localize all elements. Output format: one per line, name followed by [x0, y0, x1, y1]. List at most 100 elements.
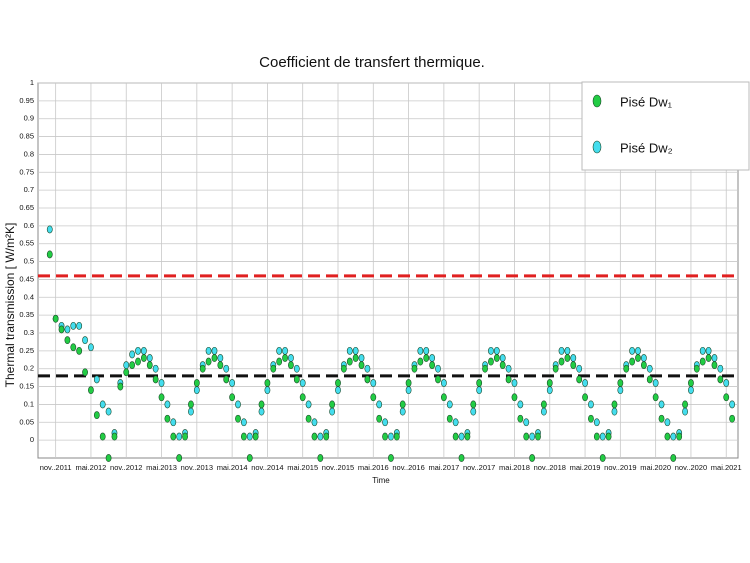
data-point — [76, 346, 83, 355]
data-point — [158, 379, 165, 387]
data-point — [229, 393, 236, 402]
data-point — [70, 343, 77, 352]
data-point — [340, 364, 347, 373]
data-point — [46, 225, 53, 234]
x-tick-label: nov..2020 — [675, 463, 707, 472]
data-point — [99, 400, 106, 409]
data-point — [629, 346, 636, 355]
data-point — [617, 379, 624, 387]
data-point — [282, 346, 288, 355]
data-point — [688, 386, 694, 395]
data-point — [129, 361, 136, 370]
x-tick-label: nov..2016 — [392, 463, 424, 472]
data-point — [258, 407, 265, 416]
legend-box — [581, 81, 750, 171]
data-point — [123, 361, 130, 370]
data-point — [235, 414, 241, 423]
y-tick-label: 0.15 — [19, 382, 34, 391]
data-point — [540, 400, 547, 409]
data-point — [729, 400, 736, 409]
data-point — [346, 357, 353, 366]
data-point — [276, 346, 283, 355]
data-point — [611, 400, 618, 409]
data-point — [88, 343, 94, 352]
data-point — [582, 379, 588, 387]
data-point — [423, 346, 430, 355]
data-point — [405, 379, 412, 387]
y-tick-label: 0.75 — [19, 167, 34, 176]
legend-marker — [592, 140, 602, 154]
data-point — [176, 454, 183, 462]
data-point — [305, 414, 312, 423]
x-tick-label: mai.2019 — [570, 463, 601, 472]
data-point — [70, 321, 77, 330]
data-point — [558, 346, 565, 355]
y-tick-label: 0.65 — [19, 203, 34, 212]
data-point — [664, 418, 671, 427]
data-point — [399, 400, 406, 409]
data-point — [393, 432, 400, 441]
data-point — [452, 418, 459, 427]
data-point — [111, 432, 118, 441]
x-tick-label: mai.2021 — [711, 463, 742, 472]
y-axis-label: Thermal transmission [ W/m²K] — [3, 223, 17, 388]
data-point — [170, 432, 177, 441]
y-tick-label: 0.8 — [24, 149, 34, 158]
data-point — [299, 379, 306, 387]
data-point — [464, 432, 471, 441]
data-point — [129, 350, 136, 359]
data-point — [288, 354, 294, 362]
data-point — [658, 400, 665, 409]
data-point — [652, 393, 659, 402]
data-point — [705, 354, 712, 362]
y-tick-label: 0.45 — [19, 274, 34, 283]
data-point — [688, 379, 694, 387]
data-point — [493, 354, 500, 362]
data-point — [546, 379, 553, 387]
data-point — [376, 414, 383, 423]
data-point — [188, 400, 194, 409]
y-tick-label: 0.35 — [19, 310, 34, 319]
data-point — [64, 336, 71, 345]
data-point — [317, 454, 324, 462]
data-point — [229, 379, 236, 387]
data-point — [699, 357, 706, 366]
data-point — [105, 454, 112, 462]
data-point — [282, 354, 288, 362]
data-point — [217, 354, 224, 362]
data-point — [388, 432, 394, 441]
data-point — [476, 386, 483, 395]
data-point — [476, 379, 483, 387]
data-point — [523, 432, 530, 441]
data-point — [352, 354, 359, 362]
x-tick-label: nov..2018 — [534, 463, 566, 472]
data-point — [582, 393, 588, 402]
data-point — [717, 375, 724, 384]
data-point — [435, 375, 441, 384]
y-tick-label: 0.55 — [19, 239, 34, 248]
data-point — [417, 346, 424, 355]
data-point — [364, 364, 371, 373]
data-point — [540, 407, 547, 416]
data-point — [564, 354, 571, 362]
data-point — [640, 354, 647, 362]
data-point — [570, 354, 577, 362]
data-point — [99, 432, 106, 441]
data-point — [164, 400, 171, 409]
data-point — [511, 393, 518, 402]
y-tick-label: 0.05 — [19, 417, 34, 426]
y-tick-label: 0 — [30, 435, 34, 444]
x-tick-label: mai.2012 — [76, 463, 107, 472]
data-point — [523, 418, 530, 427]
y-tick-label: 0.6 — [24, 221, 34, 230]
data-point — [346, 346, 353, 355]
data-point — [205, 346, 212, 355]
data-point — [82, 368, 88, 377]
data-point — [429, 354, 436, 362]
data-point — [511, 379, 518, 387]
data-point — [529, 432, 536, 441]
data-point — [546, 386, 553, 395]
data-point — [499, 354, 506, 362]
data-point — [429, 361, 436, 370]
y-tick-label: 0.5 — [24, 257, 34, 266]
